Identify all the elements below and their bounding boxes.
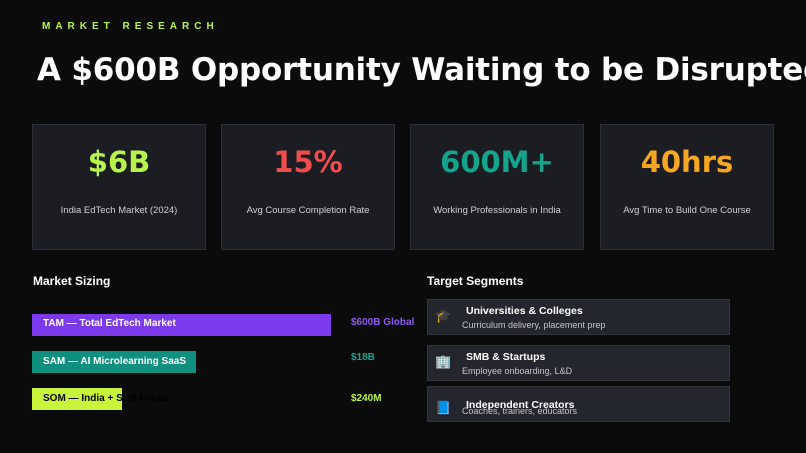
sam-value: $18B	[351, 352, 375, 363]
stat-label: Avg Course Completion Rate	[246, 205, 370, 216]
sam-label: SAM — AI Microlearning SaaS	[43, 356, 186, 367]
stat-label: Avg Time to Build One Course	[623, 205, 751, 216]
stat-label: India EdTech Market (2024)	[60, 205, 178, 216]
som-label: SOM — India + Skill Focus	[43, 393, 169, 404]
tam-label: TAM — Total EdTech Market	[43, 318, 176, 329]
stat-card-professionals: 600M+ Working Professionals in India	[410, 124, 584, 250]
page-title: A $600B Opportunity Waiting to be Disrup…	[37, 52, 806, 88]
segment-title: SMB & Startups	[466, 351, 546, 363]
segment-title: Independent Creators	[466, 399, 575, 411]
segment-card-creators: 📘 Independent Creators Coaches, trainers…	[427, 386, 730, 422]
stat-label: Working Professionals in India	[433, 205, 561, 216]
segment-subtitle: Employee onboarding, L&D	[462, 366, 573, 376]
segment-card-smb: 🏢 SMB & Startups Employee onboarding, L&…	[427, 345, 730, 381]
stat-card-completion: 15% Avg Course Completion Rate	[221, 124, 395, 250]
market-sizing-heading: Market Sizing	[33, 274, 111, 288]
som-value: $240M	[351, 393, 382, 404]
segment-title: Universities & Colleges	[466, 305, 583, 317]
stat-value: 40hrs	[640, 145, 734, 179]
tam-value: $600B Global	[351, 317, 415, 328]
sam-bar	[32, 351, 196, 373]
stat-value: 15%	[273, 145, 343, 179]
stat-value: $6B	[87, 145, 151, 179]
tam-bar	[32, 314, 331, 336]
graduation-cap-icon: 🎓	[435, 308, 452, 323]
section-eyebrow: MARKET RESEARCH	[42, 21, 219, 32]
som-bar	[32, 388, 122, 410]
stat-value: 600M+	[440, 145, 554, 179]
stat-card-build-time: 40hrs Avg Time to Build One Course	[600, 124, 774, 250]
segment-subtitle: Coaches, trainers, educators	[462, 406, 578, 416]
office-building-icon: 🏢	[435, 354, 452, 369]
segment-card-universities: 🎓 Universities & Colleges Curriculum del…	[427, 299, 730, 335]
segment-subtitle: Curriculum delivery, placement prep	[462, 320, 606, 330]
target-segments-heading: Target Segments	[427, 274, 524, 288]
notebook-icon: 📘	[435, 400, 452, 415]
stat-card-market: $6B India EdTech Market (2024)	[32, 124, 206, 250]
